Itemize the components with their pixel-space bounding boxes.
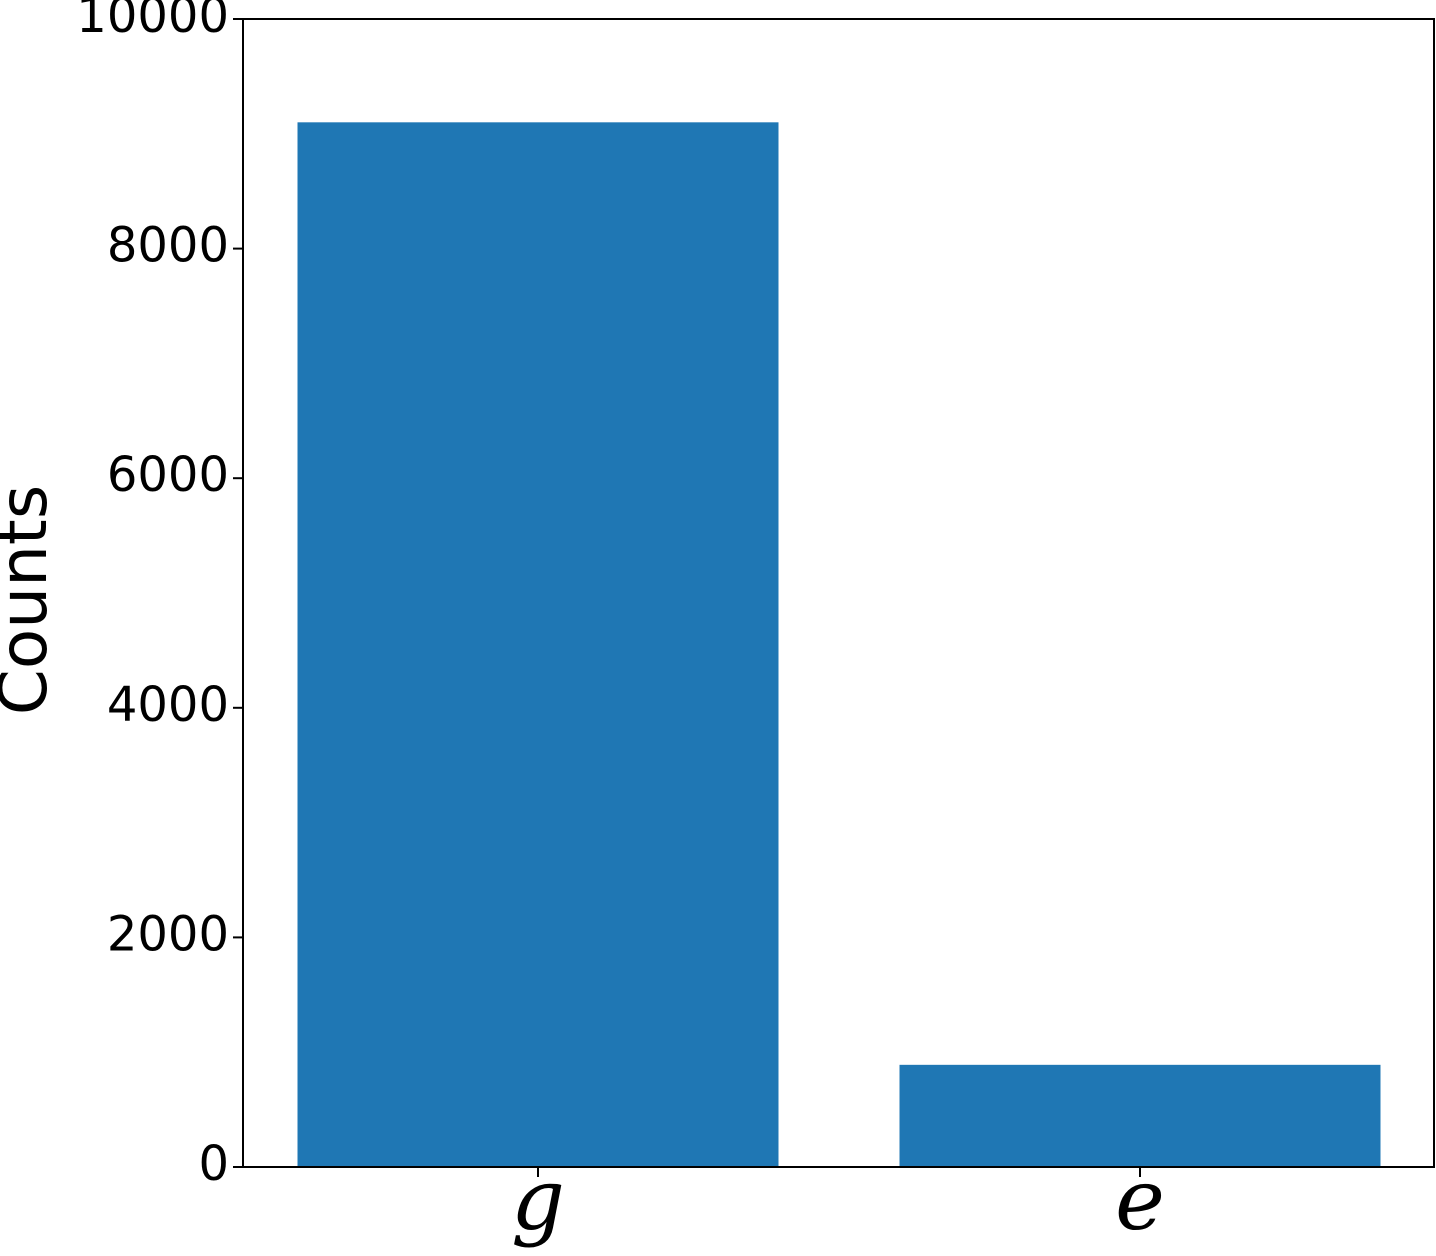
y-tick-label: 0	[198, 1136, 229, 1192]
x-tick-label: e	[1115, 1151, 1165, 1249]
y-tick-label: 8000	[107, 218, 229, 274]
bar	[297, 122, 779, 1168]
y-tick-label: 10000	[76, 0, 229, 44]
x-tick-label: g	[511, 1151, 565, 1249]
y-tick-label: 6000	[107, 447, 229, 503]
plot-frame	[242, 18, 1435, 1168]
y-tick-label: 4000	[107, 677, 229, 733]
y-axis-label: Counts	[0, 485, 62, 715]
y-tick-label: 2000	[107, 906, 229, 962]
bar	[899, 1064, 1381, 1167]
